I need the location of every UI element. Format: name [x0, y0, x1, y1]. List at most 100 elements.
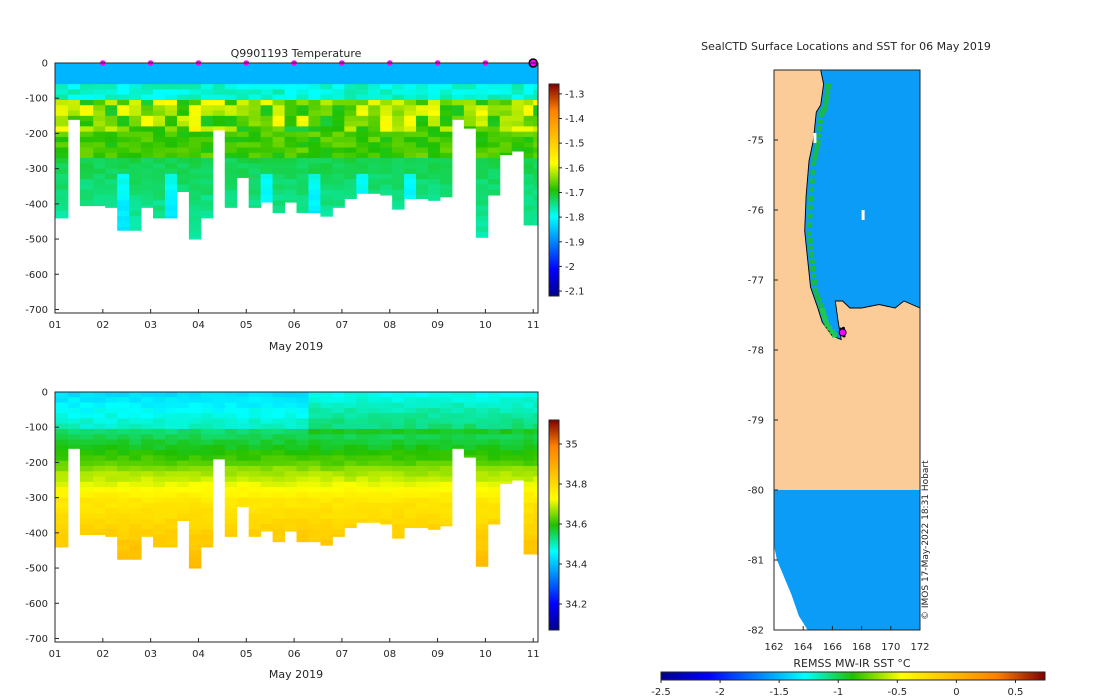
sst-cell [823, 99, 829, 105]
profile-cell [188, 131, 202, 138]
profile-cell [404, 428, 417, 435]
profile-cell [272, 147, 286, 154]
profile-cell [105, 423, 118, 430]
profile-cell [129, 195, 142, 201]
profile-cell [284, 173, 297, 180]
profile-cell [308, 508, 321, 514]
profile-cell [79, 115, 94, 122]
profile-cell [153, 115, 166, 122]
profile-cell [416, 481, 429, 488]
profile-cell [475, 78, 489, 85]
profile-cell [141, 126, 154, 133]
profile-cell [129, 513, 142, 520]
y-tick-label: 0 [42, 388, 48, 399]
profile-cell [67, 84, 81, 90]
profile-cell [55, 423, 69, 430]
profile-cell [176, 94, 190, 101]
profile-cell [67, 115, 81, 120]
profile-cell [260, 471, 274, 478]
profile-cell [380, 428, 393, 435]
profile-cell [164, 115, 178, 122]
profile-cell [224, 121, 238, 127]
profile-cell [55, 173, 69, 180]
profile-cell [212, 110, 226, 117]
profile-cell [117, 226, 130, 231]
profile-cell [487, 487, 501, 493]
profile-cell [308, 105, 321, 112]
profile-cell [55, 465, 69, 472]
profile-cell [392, 413, 405, 419]
profile-cell [439, 444, 453, 451]
profile-cell [117, 455, 130, 462]
salinity-colorbar [549, 420, 559, 630]
profile-cell [332, 534, 345, 537]
profile-cell [356, 439, 369, 446]
profile-cell [475, 481, 489, 488]
profile-cell [439, 465, 453, 472]
profile-cell [55, 407, 69, 414]
profile-cell [224, 413, 238, 419]
profile-cell [129, 450, 142, 456]
profile-cell [523, 195, 534, 201]
colorbar-tick-label: 34.4 [565, 560, 587, 571]
profile-cell [380, 434, 393, 441]
profile-cell [55, 471, 69, 478]
profile-cell [439, 99, 453, 106]
profile-cell [475, 392, 489, 398]
profile-cell [141, 439, 154, 446]
profile-cell [272, 481, 286, 488]
profile-cell [129, 99, 142, 106]
profile-cell [392, 179, 405, 185]
profile-cell [416, 508, 429, 514]
profile-cell [475, 513, 489, 520]
profile-cell [475, 110, 489, 117]
profile-cell [296, 78, 309, 85]
profile-cell [533, 518, 538, 525]
profile-cell [332, 152, 345, 159]
profile-cell [416, 524, 429, 529]
profile-cell [296, 73, 309, 80]
profile-cell [475, 460, 489, 467]
profile-cell [79, 481, 94, 488]
profile-cell [320, 163, 333, 170]
profile-cell [296, 184, 309, 191]
profile-cell [260, 105, 274, 112]
profile-cell [308, 502, 321, 509]
profile-cell [380, 444, 393, 451]
profile-cell [428, 481, 441, 488]
profile-cell [320, 84, 333, 90]
profile-cell [332, 487, 345, 493]
profile-cell [356, 126, 369, 133]
profile-cell [344, 476, 357, 483]
profile-cell [308, 89, 321, 96]
temperature-colorbar-frame [548, 83, 560, 297]
profile-cell [188, 455, 202, 462]
profile-cell [439, 513, 453, 520]
profile-cell [296, 407, 309, 414]
profile-cell [200, 121, 214, 127]
profile-cell [533, 126, 538, 133]
profile-cell [272, 189, 286, 196]
profile-cell [260, 413, 274, 419]
profile-cell [224, 173, 238, 180]
profile-cell [523, 529, 534, 536]
profile-cell [308, 147, 321, 154]
profile-cell [153, 136, 166, 143]
profile-cell [117, 539, 130, 546]
profile-cell [308, 476, 321, 483]
profile-cell [533, 163, 538, 170]
profile-cell [55, 418, 69, 425]
profile-cell [439, 63, 453, 69]
profile-cell [533, 450, 538, 456]
profile-cell [248, 455, 262, 462]
profile-cell [272, 173, 286, 180]
sst-colorbar-tick-label: 0.5 [1008, 687, 1024, 698]
profile-cell [212, 392, 226, 398]
profile-cell [260, 392, 274, 398]
profile-cell [511, 413, 525, 419]
profile-cell [105, 115, 118, 122]
profile-cell [439, 179, 453, 185]
profile-cell [368, 184, 381, 191]
profile-cell [164, 413, 178, 419]
profile-cell [272, 534, 286, 541]
